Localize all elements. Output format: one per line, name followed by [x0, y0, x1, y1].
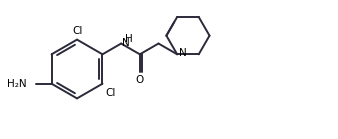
Text: H: H — [125, 34, 133, 44]
Text: Cl: Cl — [73, 26, 83, 36]
Text: Cl: Cl — [105, 88, 116, 98]
Text: N: N — [122, 38, 130, 48]
Text: O: O — [136, 75, 144, 85]
Text: N: N — [179, 48, 187, 58]
Text: H₂N: H₂N — [7, 79, 27, 89]
